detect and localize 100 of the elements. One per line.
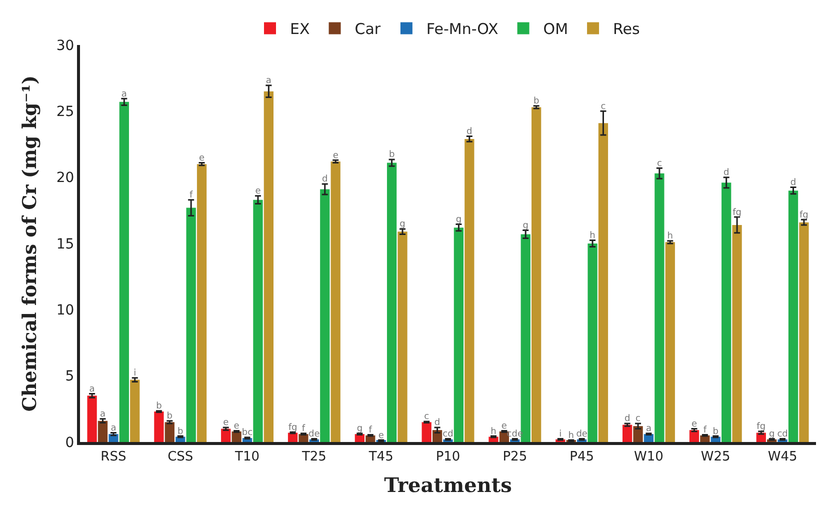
y-tick-label: 25 [56,104,74,120]
data-label: e [691,420,698,430]
data-label: cd [777,429,788,440]
x-tick-label: RSS [100,450,126,465]
bar [98,420,108,442]
bar [464,138,474,442]
data-label: fg [756,422,766,432]
data-label: a [646,424,652,434]
legend-label: Res [613,20,640,38]
y-tick-label: 30 [56,38,74,54]
data-label: de [576,429,588,440]
bar [689,430,700,442]
data-label: f [302,424,306,434]
data-label: h [568,430,574,441]
bar [87,396,97,442]
data-label: h [667,232,673,242]
data-label: a [266,76,272,86]
y-axis-title: Chemical forms of Cr (mg kg⁻¹) [19,75,42,412]
data-label: g [400,220,406,230]
data-label: a [110,423,116,434]
data-label: bc [242,428,253,438]
data-label: h [490,426,496,437]
x-tick-label: T45 [368,450,394,465]
data-label: f [189,190,194,201]
bar [788,190,798,442]
bar [264,91,274,442]
data-label: cd [442,429,454,440]
bar [186,208,196,442]
bar [454,228,464,442]
data-label: a [100,410,106,420]
y-tick-label: 20 [56,170,74,186]
bar [622,424,632,442]
data-label: e [378,430,384,441]
data-label: d [624,414,630,424]
x-tick-label: W45 [768,450,798,465]
bar [799,222,809,442]
bar [320,189,330,442]
data-label: f [703,425,708,436]
bar [154,412,164,442]
legend-label: EX [290,20,310,38]
bar [598,123,608,442]
data-label: f [368,425,373,436]
data-label: de [308,429,320,440]
data-label: e [234,422,240,432]
data-label: d [434,418,440,428]
data-label: d [790,178,796,188]
data-label: e [198,154,205,164]
data-label: d [723,168,730,178]
data-label: d [466,127,472,138]
data-label: e [332,150,339,161]
y-tick-label: 10 [56,302,74,319]
data-label: b [533,96,540,107]
data-label: g [522,221,528,232]
bar [654,173,664,442]
bar [722,182,732,442]
bar [665,242,675,442]
x-tick-label: T10 [234,450,260,465]
data-label: b [712,426,719,437]
data-label: fg [288,422,298,433]
data-label: a [89,384,95,394]
x-tick-label: P10 [436,450,460,465]
data-label: b [156,402,162,412]
legend-label: OM [543,20,568,38]
bar [532,107,542,442]
data-label: b [388,150,395,160]
data-label: h [590,230,596,241]
bar [520,234,530,442]
y-tick-label: 0 [65,434,74,451]
bar [164,422,174,442]
x-tick-label: W10 [634,450,664,465]
bar [119,102,129,442]
bar [386,162,397,442]
bar [422,422,432,442]
bar [588,244,598,442]
y-tick-label: 5 [65,368,74,385]
data-label: i [559,429,562,440]
data-label: c [424,412,430,422]
bar [130,380,140,442]
bar [633,426,643,442]
data-label: c [636,414,641,424]
data-label: c [600,102,606,112]
x-tick-label: W25 [700,450,730,465]
x-tick-label: T25 [300,450,326,465]
bar [253,200,263,442]
data-label: b [178,426,184,437]
data-label: g [768,429,775,440]
legend-label: Fe-Mn-OX [426,20,498,38]
x-tick-label: P45 [570,450,594,465]
bar [196,164,207,442]
data-label: e [223,418,230,428]
data-label: i [134,368,136,379]
x-axis-title: Treatments [384,473,512,498]
data-label: d [322,174,328,185]
x-tick-label: CSS [168,450,194,465]
data-label: fg [732,208,742,218]
bar [398,232,408,442]
data-label: c [656,158,662,169]
legend-label: Car [354,20,382,38]
data-label: e [501,422,508,432]
data-label: g [456,215,462,226]
